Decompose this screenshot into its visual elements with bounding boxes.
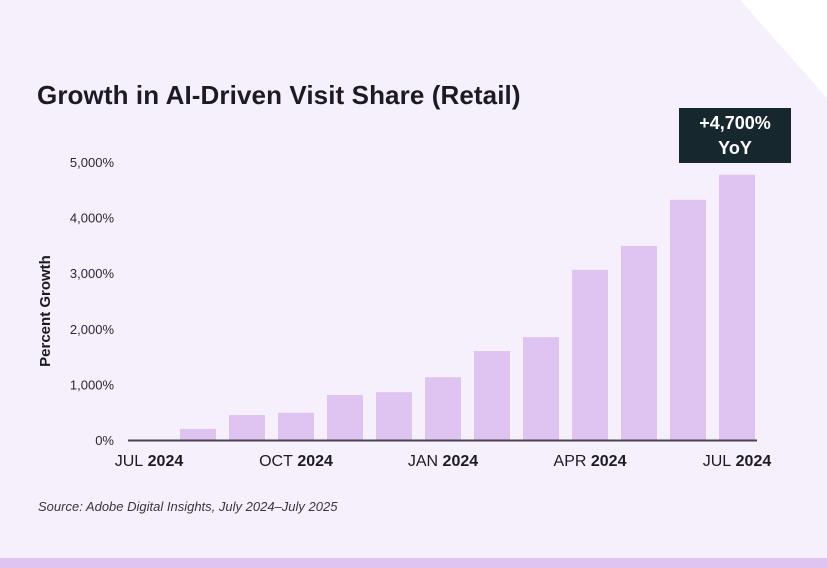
yoy-callout-badge: +4,700% YoY (679, 108, 791, 163)
x-tick-label: APR 2024 (554, 453, 627, 470)
y-tick-label: 5,000% (70, 155, 115, 170)
y-tick-label: 3,000% (70, 266, 115, 281)
x-tick-year: 2024 (591, 453, 627, 470)
bar-nov-2024 (327, 394, 363, 440)
bar-jul-2025 (719, 174, 755, 440)
source-note: Source: Adobe Digital Insights, July 202… (38, 499, 338, 514)
y-axis-label: Percent Growth (37, 255, 54, 367)
x-tick-month: APR (554, 453, 587, 470)
x-tick-label: JUL 2024 (703, 453, 772, 470)
bars (180, 174, 755, 440)
x-tick-year: 2024 (148, 453, 184, 470)
x-tick-year: 2024 (736, 453, 772, 470)
y-tick-label: 0% (95, 433, 114, 448)
x-tick-label: JUL 2024 (115, 453, 184, 470)
x-tick-month: JAN (408, 453, 438, 470)
bar-sep-2024 (229, 414, 265, 440)
x-tick-year: 2024 (297, 453, 333, 470)
x-tick-label: JAN 2024 (408, 453, 478, 470)
bar-jun-2025 (670, 199, 706, 440)
y-tick-label: 2,000% (70, 322, 115, 337)
bar-oct-2024 (278, 412, 314, 440)
x-axis-ticks: JUL 2024 OCT 2024 JAN 2024 APR 2024 JUL 2024 (115, 453, 772, 470)
callout-value: +4,700% (699, 113, 771, 133)
bar-dec-2024 (376, 392, 412, 440)
footer-band (0, 558, 827, 568)
x-tick-month: JUL (115, 453, 144, 470)
bar-mar-2025 (523, 337, 559, 440)
callout-label: YoY (718, 138, 752, 158)
x-tick-label: OCT 2024 (259, 453, 333, 470)
chart-title: Growth in AI-Driven Visit Share (Retail) (37, 80, 521, 110)
bar-aug-2024 (180, 428, 216, 440)
bar-feb-2025 (474, 351, 510, 440)
y-tick-label: 4,000% (70, 211, 115, 226)
x-tick-month: JUL (703, 453, 732, 470)
y-axis-ticks: 0% 1,000% 2,000% 3,000% 4,000% 5,000% (70, 155, 115, 448)
bar-apr-2025 (572, 269, 608, 440)
bar-may-2025 (621, 245, 657, 440)
y-tick-label: 1,000% (70, 377, 115, 392)
bar-jan-2025 (425, 377, 461, 440)
x-tick-month: OCT (259, 453, 293, 470)
x-tick-year: 2024 (443, 453, 479, 470)
